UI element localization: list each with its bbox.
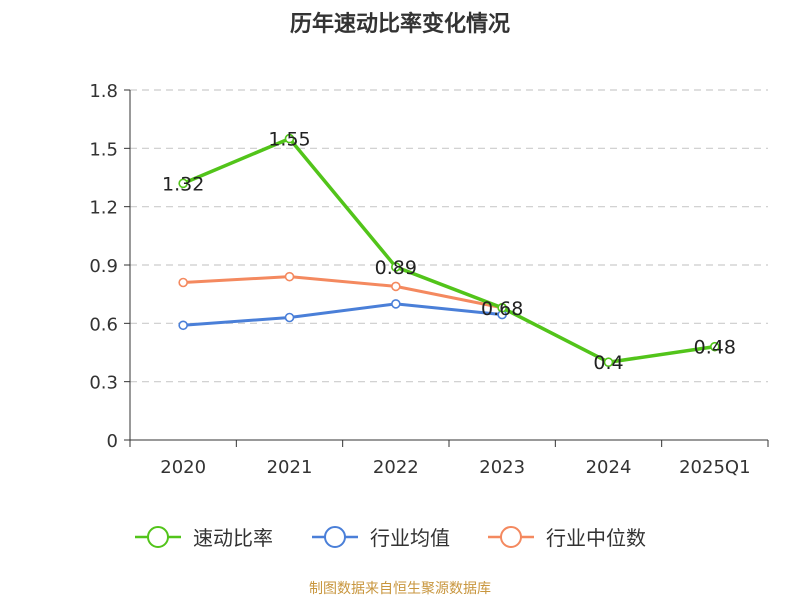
legend-marker xyxy=(324,526,346,548)
y-tick-label: 0.3 xyxy=(89,373,118,394)
data-point xyxy=(284,133,295,144)
x-tick-label: 2025Q1 xyxy=(679,457,750,478)
x-tick-label: 2020 xyxy=(160,457,206,478)
y-tick-label: 1.8 xyxy=(89,81,118,102)
legend-label: 速动比率 xyxy=(193,526,273,550)
data-point xyxy=(178,277,188,288)
legend: 速动比率 行业均值 行业中位数 xyxy=(135,526,646,550)
data-point xyxy=(284,271,295,282)
axes: 0 0.3 0.6 0.9 1.2 1.5 1.8 2020 2021 2022 2023 2024 2… xyxy=(89,81,769,478)
data-point xyxy=(178,178,188,189)
y-tick-label: 0 xyxy=(107,431,118,452)
data-point xyxy=(178,320,188,331)
data-point xyxy=(391,262,401,272)
legend-label: 行业中位数 xyxy=(546,526,646,550)
y-tick-label: 1.2 xyxy=(89,198,118,219)
legend-label: 行业均值 xyxy=(370,526,450,550)
source-note: 制图数据来自恒生聚源数据库 xyxy=(309,581,491,597)
data-label: 0.48 xyxy=(694,337,736,359)
y-tick-label: 1.5 xyxy=(89,139,118,160)
legend-marker xyxy=(500,526,522,548)
x-tick-label: 2024 xyxy=(586,457,632,478)
grid-lines xyxy=(130,89,768,383)
data-point xyxy=(603,357,614,368)
data-label: 0.68 xyxy=(481,298,523,320)
chart-title: 历年速动比率变化情况 xyxy=(289,12,510,37)
data-point xyxy=(284,312,295,323)
data-point xyxy=(497,302,507,313)
series-line-0 xyxy=(182,136,716,364)
x-tick-label: 2023 xyxy=(479,457,525,478)
data-label: 0.89 xyxy=(375,257,417,279)
series-line-2 xyxy=(183,275,503,310)
y-tick-label: 0.9 xyxy=(89,256,118,277)
y-tick-label: 0.6 xyxy=(89,314,118,335)
data-point xyxy=(391,299,401,309)
data-labels: 1.32 1.55 0.89 0.68 0.4 0.48 xyxy=(162,129,736,375)
data-label: 0.4 xyxy=(593,352,623,374)
x-tick-label: 2022 xyxy=(373,457,419,478)
legend-marker xyxy=(147,526,169,548)
x-tick-label: 2021 xyxy=(267,457,313,478)
series-lines xyxy=(178,133,720,368)
series-line-1 xyxy=(183,302,503,327)
data-point xyxy=(710,341,720,352)
data-label: 1.32 xyxy=(162,173,204,195)
data-point xyxy=(391,281,401,292)
data-label: 1.55 xyxy=(268,129,310,151)
